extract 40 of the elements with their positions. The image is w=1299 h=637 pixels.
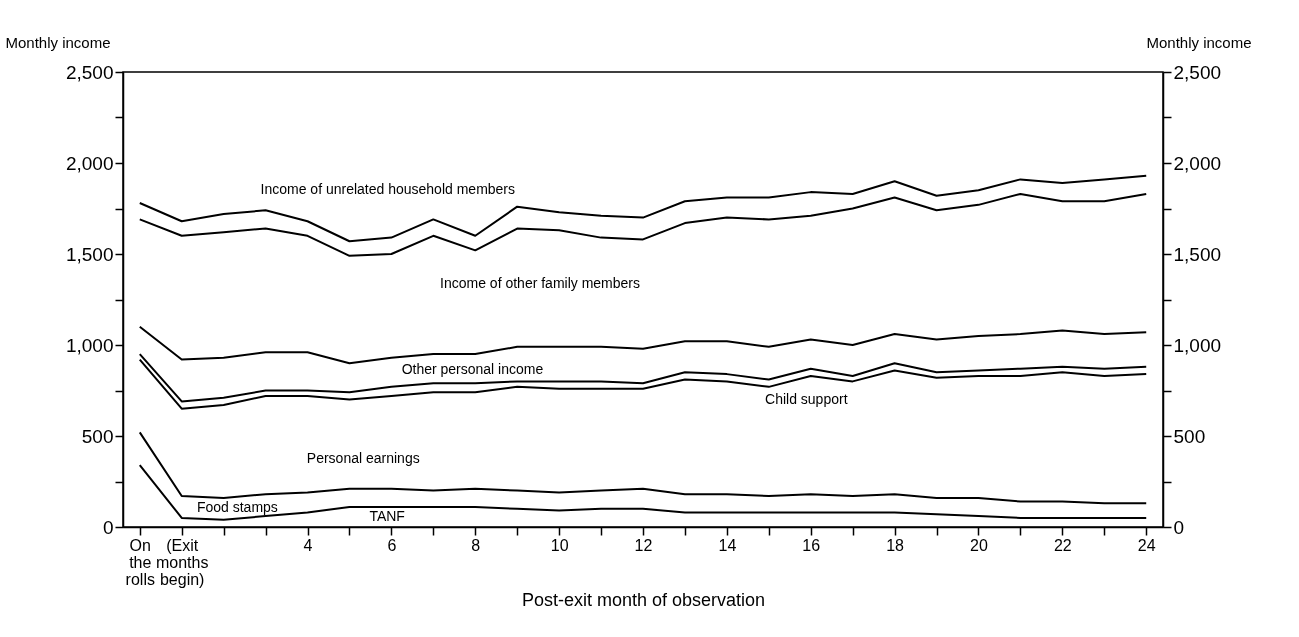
annotation: Child support xyxy=(765,391,848,408)
x-tick-label: 6 xyxy=(387,536,397,554)
x-tick-label: 12 xyxy=(634,536,653,554)
y2-tick-label: 1,000 xyxy=(1173,334,1222,356)
annotation: Income of unrelated household members xyxy=(260,180,516,197)
y-tick-label: 2,000 xyxy=(65,152,114,174)
y-tick-label: 2,500 xyxy=(65,61,114,83)
annotation: Personal earnings xyxy=(306,449,420,466)
x-tick-label: 8 xyxy=(471,536,481,554)
line-series xyxy=(138,464,1148,521)
line-series xyxy=(138,358,1148,410)
x-axis-title: Post-exit month of observation xyxy=(521,589,766,610)
line-series xyxy=(138,192,1148,257)
x-tick-label: 20 xyxy=(970,536,988,554)
x-tick-label: 10 xyxy=(550,536,569,554)
x-tick-label: (Exit months begin) xyxy=(155,536,209,588)
line-series xyxy=(138,174,1148,243)
y-tick-label: 1,500 xyxy=(65,243,114,265)
y-tick-label: 500 xyxy=(81,425,114,447)
x-tick-label: On the rolls xyxy=(125,536,155,588)
y2-tick-label: 1,500 xyxy=(1173,243,1222,265)
y-axis-title: Monthly income xyxy=(5,33,111,51)
y2-tick-label: 500 xyxy=(1173,425,1206,447)
y-tick-label: 0 xyxy=(102,516,114,538)
y2-tick-label: 2,500 xyxy=(1173,61,1222,83)
x-tick-label: 4 xyxy=(303,536,313,554)
x-tick-label: 24 xyxy=(1137,536,1156,554)
y2-tick-label: 2,000 xyxy=(1173,152,1222,174)
line-series xyxy=(138,325,1148,365)
y-tick-label: 1,000 xyxy=(65,334,114,356)
annotation: Other personal income xyxy=(401,361,544,378)
x-tick-label: 22 xyxy=(1053,536,1072,554)
x-tick-label: 18 xyxy=(886,536,905,554)
x-tick-label: 16 xyxy=(802,536,821,554)
annotation: Food stamps xyxy=(196,498,278,515)
y2-tick-label: 0 xyxy=(1173,516,1185,538)
annotation: TANF xyxy=(369,507,405,524)
annotation: Income of other family members xyxy=(440,275,641,292)
y2-axis-title: Monthly income xyxy=(1146,33,1252,51)
x-tick-label: 14 xyxy=(718,536,737,554)
